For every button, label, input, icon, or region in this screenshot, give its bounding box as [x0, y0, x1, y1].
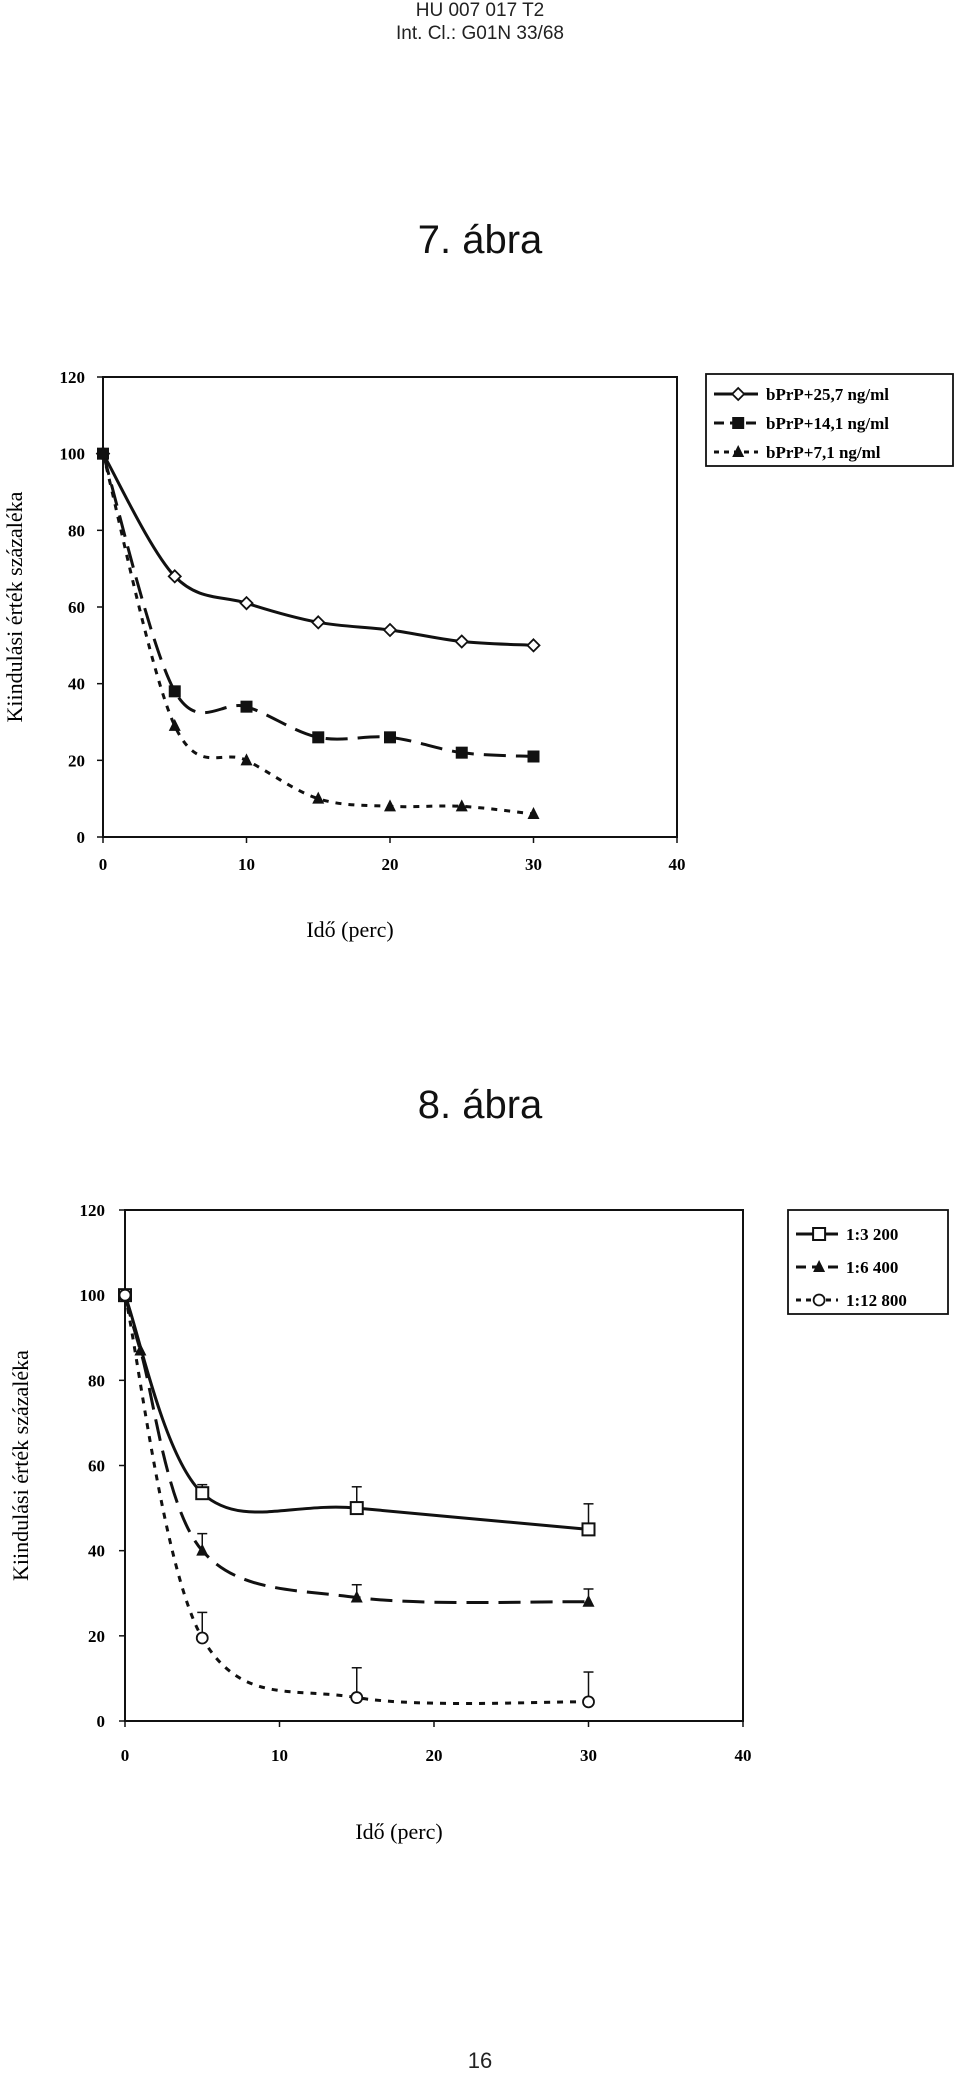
fig7-data-point [167, 569, 183, 584]
fig7-legend-marker [732, 417, 745, 429]
fig8-y-tick-label: 60 [88, 1457, 105, 1476]
classification: Int. Cl.: G01N 33/68 [396, 23, 564, 44]
fig7-data-point [312, 791, 325, 804]
fig7-series-line [101, 453, 534, 816]
fig7-series-3 [97, 446, 540, 819]
fig8-data-point [349, 1501, 364, 1516]
fig7-data-point [527, 750, 540, 763]
fig7-data-point [239, 595, 254, 611]
fig7-y-tick-label: 40 [68, 675, 85, 694]
fig8-series-1 [118, 1288, 596, 1537]
fig8-x-tick-label: 30 [580, 1746, 597, 1765]
fig8-data-point [195, 1486, 210, 1501]
fig7-y-tick-label: 120 [60, 368, 86, 387]
fig8-legend-marker [812, 1227, 827, 1241]
fig8-data-point [582, 1695, 595, 1709]
fig8-legend-label-2: 1:6 400 [846, 1258, 898, 1277]
fig8-data-point [195, 1631, 209, 1645]
fig7-x-tick-label: 10 [238, 855, 255, 874]
fig7-legend-marker [732, 445, 745, 457]
figure-7-title: 7. ábra [417, 218, 543, 262]
fig8-series-3 [118, 1288, 595, 1709]
fig7-y-tick-label: 80 [68, 521, 85, 540]
fig8-legend-label-1: 1:3 200 [846, 1225, 898, 1244]
fig7-data-point [455, 746, 468, 759]
fig7-legend-label-3: bPrP+7,1 ng/ml [766, 443, 881, 462]
fig8-y-tick-label: 80 [88, 1371, 105, 1390]
fig7-y-tick-label: 60 [68, 598, 85, 617]
fig8-legend-marker [813, 1260, 826, 1272]
fig7-data-point [526, 638, 541, 653]
fig7-data-point [168, 718, 181, 731]
fig7-y-tick-label: 100 [60, 445, 86, 464]
fig7-y-axis-label: Kiindulási érték százaléka [2, 491, 27, 722]
page-number: 16 [467, 2048, 493, 2073]
fig8-series-line [123, 1294, 589, 1531]
fig8-data-point [118, 1288, 132, 1302]
fig8-plot-frame [124, 1209, 744, 1722]
figure-8-title: 8. ábra [417, 1083, 543, 1127]
fig7-data-point [240, 700, 253, 713]
fig7-legend-label-1: bPrP+25,7 ng/ml [766, 385, 889, 404]
fig8-y-tick-label: 120 [80, 1201, 106, 1220]
fig8-y-tick-label: 20 [88, 1627, 105, 1646]
fig7-data-point [454, 634, 470, 649]
fig8-data-point [350, 1691, 364, 1704]
fig7-x-tick-label: 0 [99, 855, 108, 874]
fig8-y-tick-label: 100 [80, 1286, 106, 1305]
fig7-data-point [168, 685, 181, 698]
fig8-series-2 [119, 1288, 595, 1607]
fig8-legend-label-3: 1:12 800 [846, 1291, 907, 1310]
fig8-x-tick-label: 40 [735, 1746, 752, 1765]
fig7-series-2 [97, 447, 540, 763]
fig8-data-point [196, 1543, 209, 1556]
figure-8-chart: 0 10 20 30 40 0 20 40 60 80 100 120 Idő (perc) Kiindu… [8, 1201, 949, 1844]
fig7-y-tick-label: 20 [68, 751, 85, 770]
fig8-data-point [350, 1590, 363, 1603]
fig7-data-point [240, 753, 253, 766]
fig7-x-tick-label: 40 [669, 855, 686, 874]
fig7-data-point [312, 731, 325, 744]
fig7-legend-label-2: bPrP+14,1 ng/ml [766, 414, 889, 433]
fig8-y-tick-label: 40 [88, 1542, 105, 1561]
fig7-data-point [455, 799, 468, 812]
fig7-x-tick-label: 30 [525, 855, 542, 874]
fig8-legend-marker [812, 1293, 826, 1307]
fig8-x-tick-label: 0 [121, 1746, 130, 1765]
figure-7-chart: 0 10 20 30 40 0 20 40 60 80 100 120 Idő (perc) Kiindu… [2, 368, 954, 942]
fig7-data-point [382, 622, 398, 638]
fig8-x-tick-label: 20 [426, 1746, 443, 1765]
fig7-data-point [310, 615, 326, 630]
fig8-data-point [582, 1594, 595, 1607]
fig8-series-line [123, 1294, 589, 1706]
fig8-y-axis-label: Kiindulási érték százaléka [8, 1350, 33, 1581]
fig7-series-1 [95, 446, 541, 653]
fig7-data-point [384, 731, 396, 744]
fig8-series-line [123, 1294, 589, 1605]
fig8-data-point [581, 1522, 596, 1537]
fig7-x-axis-label: Idő (perc) [306, 917, 393, 942]
fig7-plot-frame [102, 376, 678, 838]
fig7-data-point [527, 807, 540, 819]
fig7-y-tick-label: 0 [77, 828, 86, 847]
fig8-y-tick-label: 0 [97, 1712, 106, 1731]
patent-number: HU 007 017 T2 [415, 0, 545, 21]
fig7-legend-marker [730, 386, 746, 402]
fig8-x-tick-label: 10 [271, 1746, 288, 1765]
fig8-x-axis-label: Idő (perc) [355, 1819, 442, 1844]
fig7-data-point [97, 446, 109, 459]
fig8-data-point [134, 1343, 147, 1356]
fig7-data-point [384, 799, 396, 812]
fig7-x-tick-label: 20 [382, 855, 399, 874]
